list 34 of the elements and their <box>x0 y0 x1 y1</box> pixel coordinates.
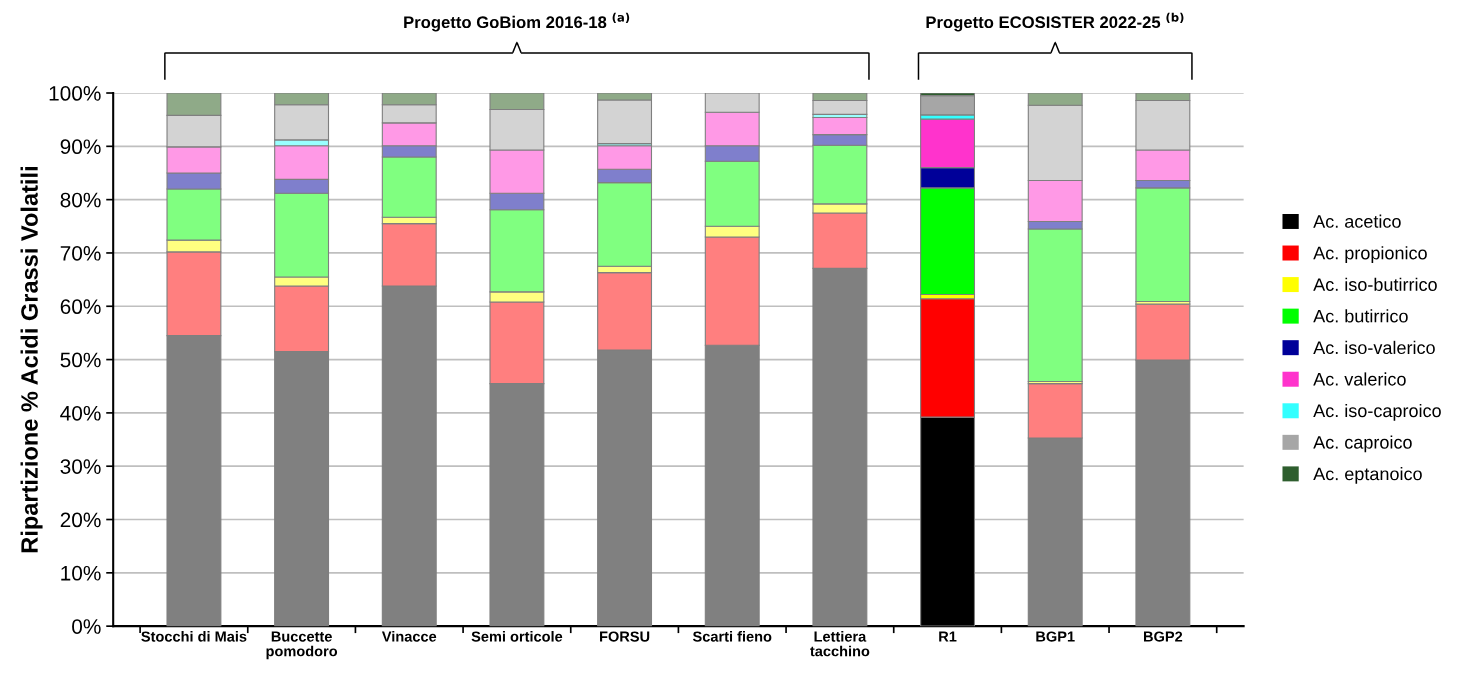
x-tick-label: Lettiera tacchino <box>810 631 870 657</box>
y-tick-label: 30% <box>60 459 101 474</box>
y-tick-label: 100% <box>49 86 101 101</box>
legend-label: Ac. iso-valerico <box>1313 340 1435 355</box>
x-tick-label: Vinacce <box>381 631 437 642</box>
y-tick-label: 20% <box>60 512 101 528</box>
x-tick-label: Buccette pomodoro <box>266 631 338 660</box>
legend-label: Ac. caproico <box>1313 435 1412 453</box>
x-tick-label: Semi orticole <box>471 631 563 642</box>
y-tick-label: 50% <box>60 352 101 368</box>
bar <box>920 95 976 116</box>
y-tick-label: 80% <box>60 192 101 208</box>
y-tick-label: 10% <box>61 565 101 581</box>
y-tick-label: 70% <box>60 245 101 261</box>
x-tick-label: BGP1 <box>1036 631 1075 642</box>
legend-label: Ac. propionico <box>1313 246 1427 263</box>
legend-label: Ac. iso-butirrico <box>1313 277 1437 291</box>
legend-label: Ac. eptanoico <box>1313 467 1422 484</box>
text: Progetto ECOSISTER 2022-25 $^{(b)}$ <box>926 12 1184 32</box>
legend-label: Ac. acetico <box>1313 214 1401 228</box>
legend-label: Ac. valerico <box>1313 372 1406 386</box>
x-tick-label: BGP2 <box>1143 631 1183 642</box>
x-tick-label: FORSU <box>600 631 650 642</box>
y-tick-label: 90% <box>60 139 101 155</box>
legend-label: Ac. butirrico <box>1313 309 1408 323</box>
y-tick-label: 0% <box>72 619 101 634</box>
legend-label: Ac. iso-caproico <box>1313 403 1441 421</box>
x-tick-label: Stocchi di Mais <box>141 631 247 642</box>
x-tick-label: R1 <box>939 631 957 642</box>
y-axis-title: Ripartizione % Acidi Grassi Volatili <box>20 167 43 553</box>
text: Progetto GoBiom 2016-18 $^{(a)}$ <box>404 12 630 32</box>
y-tick-label: 60% <box>60 299 101 315</box>
x-tick-label: Scarti fieno <box>692 631 772 642</box>
y-tick-label: 40% <box>60 405 101 421</box>
